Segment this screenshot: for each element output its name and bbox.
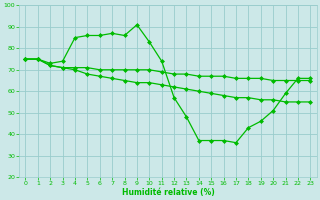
X-axis label: Humidité relative (%): Humidité relative (%) (122, 188, 214, 197)
